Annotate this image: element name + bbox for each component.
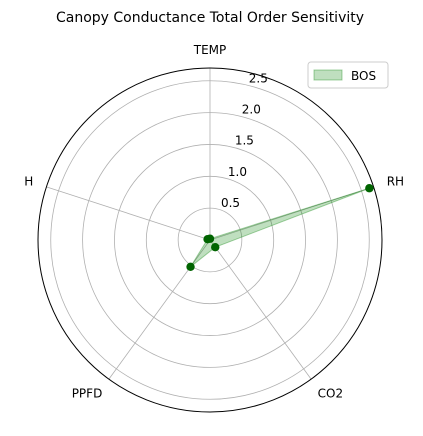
axis-label-h: H bbox=[24, 174, 33, 188]
axis-labels: TEMP RH CO2 PPFD H bbox=[24, 43, 404, 401]
spoke-ppfd bbox=[108, 239, 211, 380]
axis-label-temp: TEMP bbox=[193, 43, 227, 57]
series-area-bos bbox=[190, 187, 370, 268]
radial-tick-label: 2.5 bbox=[249, 72, 268, 86]
radial-tick-labels: 0.5 1.0 1.5 2.0 2.5 bbox=[221, 72, 268, 210]
legend-box bbox=[307, 61, 389, 89]
legend: BOS bbox=[307, 61, 389, 89]
radial-tick-label: 2.0 bbox=[242, 103, 261, 117]
axis-label-ppfd: PPFD bbox=[72, 387, 103, 401]
spoke-h bbox=[46, 186, 211, 241]
radial-tick-label: 0.5 bbox=[221, 196, 240, 210]
spoke-co2 bbox=[209, 239, 312, 380]
spoke-rh bbox=[209, 186, 374, 241]
radar-spokes bbox=[46, 68, 374, 380]
data-point-ppfd bbox=[186, 262, 195, 271]
data-point-co2 bbox=[211, 243, 220, 252]
polar-frame bbox=[37, 67, 383, 413]
data-point-h bbox=[203, 235, 212, 244]
chart-title: Canopy Conductance Total Order Sensitivi… bbox=[56, 10, 364, 26]
data-point-rh bbox=[365, 184, 374, 193]
axis-label-rh: RH bbox=[387, 174, 404, 188]
series-layer bbox=[186, 184, 374, 271]
axis-label-co2: CO2 bbox=[318, 387, 343, 401]
radial-tick-label: 1.5 bbox=[235, 134, 254, 148]
radial-tick-label: 1.0 bbox=[228, 165, 247, 179]
legend-label: BOS bbox=[351, 69, 376, 83]
legend-swatch bbox=[313, 69, 343, 81]
